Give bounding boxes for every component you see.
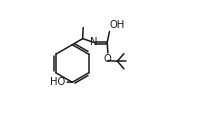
Text: N: N	[90, 37, 98, 47]
Text: HO: HO	[50, 77, 66, 87]
Text: OH: OH	[110, 20, 125, 30]
Text: O: O	[104, 54, 112, 65]
